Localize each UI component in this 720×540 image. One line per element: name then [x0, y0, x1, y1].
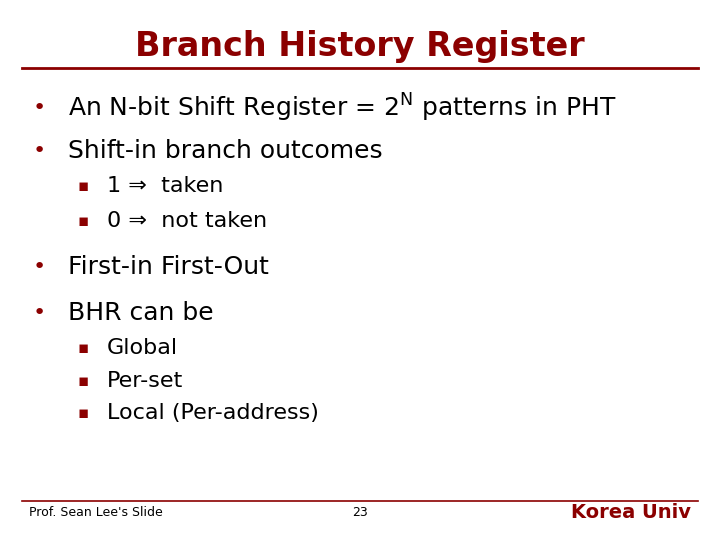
Text: Shift-in branch outcomes: Shift-in branch outcomes	[68, 139, 383, 163]
Text: ▪: ▪	[77, 212, 89, 231]
Text: Korea Univ: Korea Univ	[571, 503, 691, 523]
Text: Branch History Register: Branch History Register	[135, 30, 585, 63]
Text: 1 ⇒  taken: 1 ⇒ taken	[107, 176, 223, 197]
Text: First-in First-Out: First-in First-Out	[68, 255, 269, 279]
Text: An N-bit Shift Register = 2$^{\mathregular{N}}$ patterns in PHT: An N-bit Shift Register = 2$^{\mathregul…	[68, 92, 617, 124]
Text: •: •	[33, 257, 46, 278]
Text: ▪: ▪	[77, 372, 89, 390]
Text: •: •	[33, 98, 46, 118]
Text: ▪: ▪	[77, 404, 89, 422]
Text: ▪: ▪	[77, 339, 89, 357]
Text: 0 ⇒  not taken: 0 ⇒ not taken	[107, 211, 266, 232]
Text: ▪: ▪	[77, 177, 89, 195]
Text: Local (Per-address): Local (Per-address)	[107, 403, 318, 423]
Text: Per-set: Per-set	[107, 370, 183, 391]
Text: Global: Global	[107, 338, 178, 359]
Text: •: •	[33, 141, 46, 161]
Text: •: •	[33, 303, 46, 323]
Text: 23: 23	[352, 507, 368, 519]
Text: BHR can be: BHR can be	[68, 301, 214, 325]
Text: Prof. Sean Lee's Slide: Prof. Sean Lee's Slide	[29, 507, 163, 519]
